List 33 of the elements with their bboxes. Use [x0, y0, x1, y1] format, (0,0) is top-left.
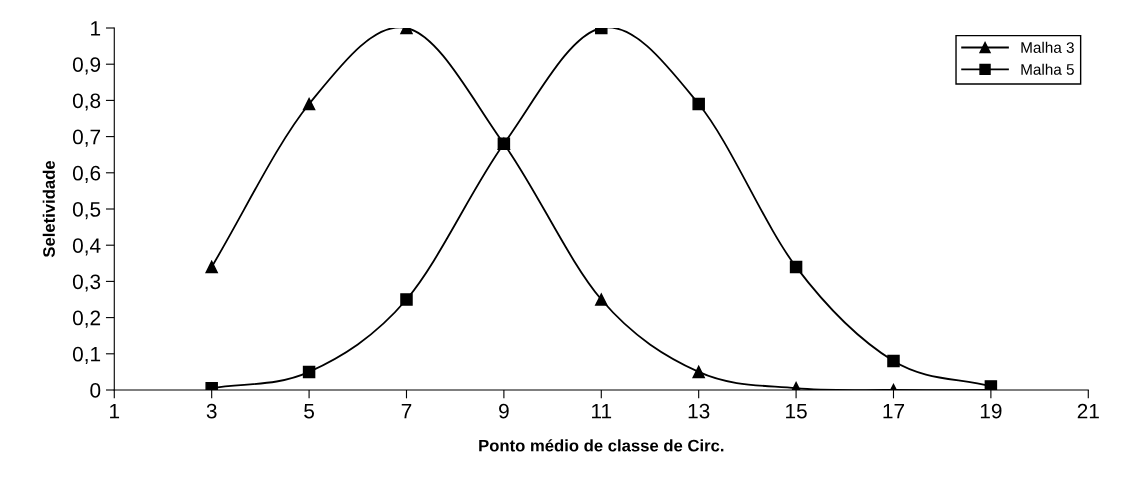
- point: [887, 354, 900, 368]
- x-tick-label: 7: [401, 403, 412, 419]
- y-tick-label: 0: [90, 383, 101, 398]
- y-tick-label: 0,3: [72, 274, 101, 292]
- x-tick-label: 9: [499, 403, 509, 419]
- y-tick-label: 0,4: [72, 238, 101, 256]
- y-tick-label: 0,8: [72, 93, 101, 111]
- x-tick-label: 11: [592, 403, 612, 419]
- y-tick-label: 0,1: [72, 346, 101, 365]
- y-tick-label: 0,2: [72, 310, 101, 328]
- x-tick-label: 5: [304, 403, 315, 419]
- point: [302, 365, 316, 379]
- y-tick-label: 0,6: [72, 165, 101, 184]
- x-axis-title: Ponto médio de classe de Circ.: [479, 439, 724, 452]
- x-tick-label: 3: [206, 403, 217, 419]
- point: [400, 293, 413, 306]
- y-tick-label: 0,5: [72, 202, 101, 220]
- y-tick-label: 0,9: [72, 57, 101, 75]
- x-tick-label: 21: [1077, 403, 1099, 419]
- y-tick-label: 0,7: [72, 129, 101, 147]
- legend-label: Malha 3: [1021, 41, 1074, 53]
- point: [789, 260, 803, 274]
- point: [595, 293, 608, 306]
- x-tick-label: 13: [688, 403, 710, 419]
- point: [205, 260, 218, 274]
- y-tick-label: 1: [91, 21, 101, 36]
- x-tick-label: 1: [110, 403, 120, 419]
- legend-label: Malha 5: [1021, 63, 1074, 75]
- point: [692, 365, 705, 379]
- x-tick-label: 17: [883, 403, 905, 419]
- y-axis-title: Seletividade: [42, 160, 55, 258]
- x-tick-label: 15: [786, 403, 807, 419]
- x-tick-label: 19: [980, 403, 1002, 419]
